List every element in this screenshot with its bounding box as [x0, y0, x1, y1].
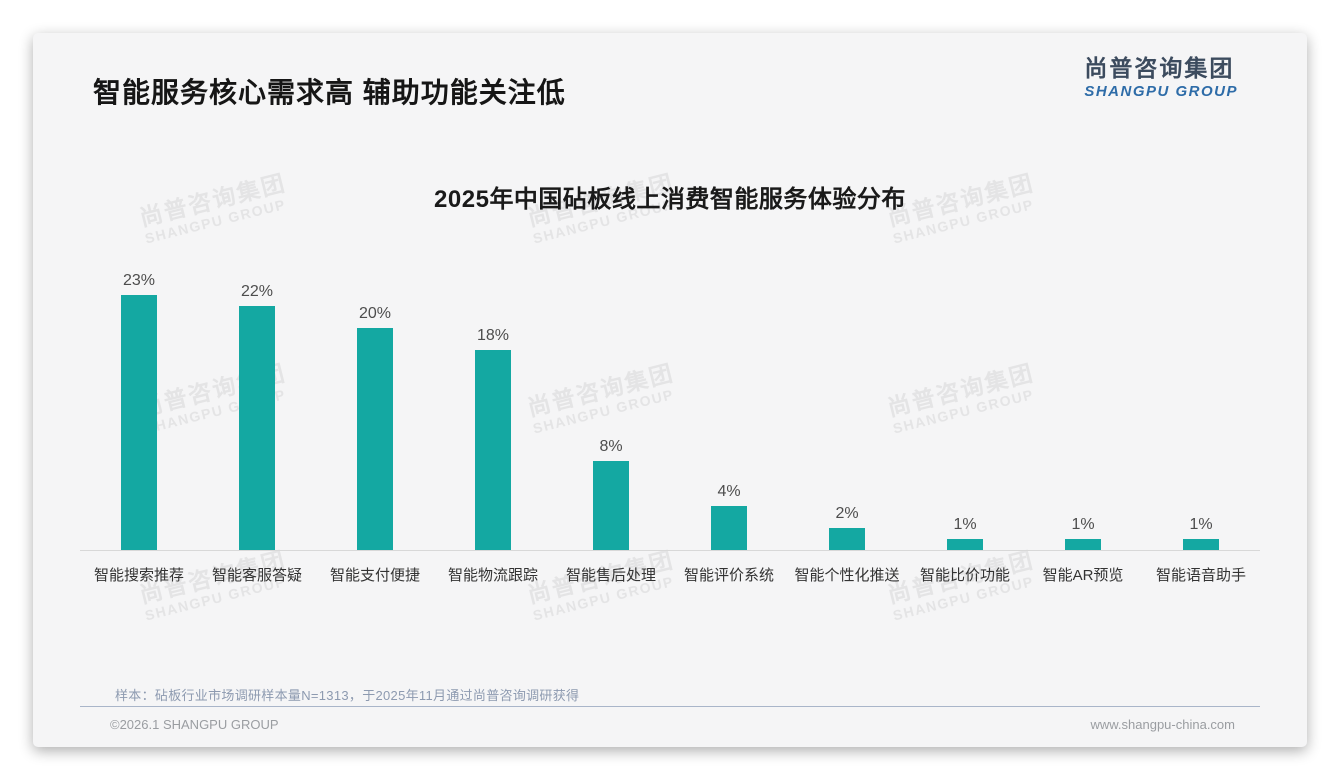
page-title: 智能服务核心需求高 辅助功能关注低 — [93, 77, 566, 108]
company-logo: 尚普咨询集团 SHANGPU GROUP — [1084, 54, 1238, 100]
bar-category-label: 智能支付便捷 — [329, 567, 420, 584]
bar-category-label: 智能物流跟踪 — [447, 567, 538, 584]
slide-card: 尚普咨询集团 SHANGPU GROUP 尚普咨询集团 SHANGPU GROUP 尚普… — [33, 33, 1307, 747]
bar-category-label: 智能比价功能 — [919, 567, 1010, 584]
bar-column: 4% — [670, 483, 788, 550]
bar-column: 2% — [788, 505, 906, 550]
bar — [1065, 539, 1101, 550]
bar-category-label: 智能语音助手 — [1155, 567, 1246, 584]
bar-column: 22% — [198, 283, 316, 550]
copyright-text: ©2026.1 SHANGPU GROUP — [110, 717, 279, 732]
bar — [829, 528, 865, 550]
footer-divider — [80, 706, 1260, 707]
logo-chinese-name: 尚普咨询集团 — [1084, 55, 1235, 81]
bar-category-label: 智能客服答疑 — [211, 567, 302, 584]
plot-area: 23% 22% 20% 18% 8% 4% 2% 1% 1% 1% — [80, 251, 1260, 551]
bar-category-label: 智能售后处理 — [565, 567, 656, 584]
bar-value-label: 18% — [476, 327, 510, 344]
bar — [711, 506, 747, 550]
bar — [475, 350, 511, 550]
bar-column: 8% — [552, 438, 670, 550]
bar-column: 1% — [1024, 516, 1142, 550]
bar-value-label: 20% — [358, 305, 392, 322]
bar-column: 1% — [1142, 516, 1260, 550]
bar — [593, 461, 629, 550]
bar-category-label: 智能搜索推荐 — [93, 567, 184, 584]
bar-column: 18% — [434, 327, 552, 550]
bar — [239, 306, 275, 550]
bar-category-label: 智能个性化推送 — [794, 567, 900, 584]
bar — [121, 295, 157, 550]
bar-value-label: 22% — [240, 283, 274, 300]
bar-category-label: 智能评价系统 — [683, 567, 774, 584]
bar-value-label: 4% — [717, 483, 741, 500]
bar — [357, 328, 393, 550]
category-axis: 智能搜索推荐 智能客服答疑 智能支付便捷 智能物流跟踪 智能售后处理 智能评价系统 智能个性… — [80, 552, 1260, 585]
chart-title: 2025年中国砧板线上消费智能服务体验分布 — [434, 186, 906, 213]
bar — [1183, 539, 1219, 550]
logo-english-name: SHANGPU GROUP — [1084, 82, 1238, 100]
bar-value-label: 2% — [835, 505, 859, 522]
bar-column: 1% — [906, 516, 1024, 550]
bar-column: 20% — [316, 305, 434, 550]
website-url: www.shangpu-china.com — [1090, 717, 1235, 732]
bar-value-label: 23% — [122, 272, 156, 289]
bar-value-label: 1% — [953, 516, 977, 533]
bar-value-label: 1% — [1071, 516, 1095, 533]
bar-column: 23% — [80, 272, 198, 550]
bar-value-label: 8% — [599, 438, 623, 455]
bar — [947, 539, 983, 550]
bar-category-label: 智能AR预览 — [1042, 567, 1124, 584]
bar-value-label: 1% — [1189, 516, 1213, 533]
sample-note: 样本：砧板行业市场调研样本量N=1313，于2025年11月通过尚普咨询调研获得 — [115, 688, 580, 703]
footer-bar: ©2026.1 SHANGPU GROUP www.shangpu-china.… — [110, 717, 1235, 732]
